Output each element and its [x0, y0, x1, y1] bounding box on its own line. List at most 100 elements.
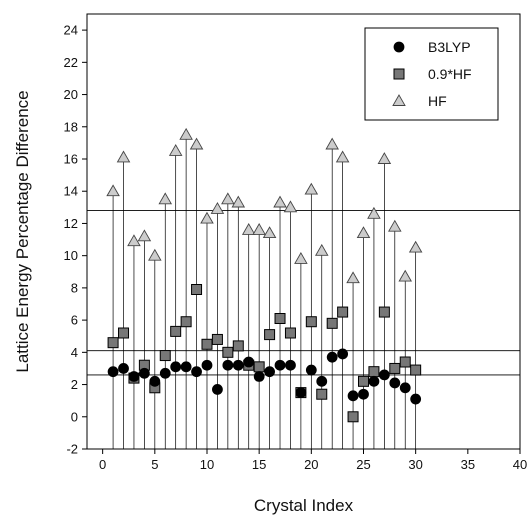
point-square: [410, 364, 422, 376]
point-triangle: [356, 226, 371, 239]
point-triangle: [262, 226, 277, 239]
point-circle: [285, 359, 296, 371]
x-tick-label: 40: [513, 457, 527, 472]
point-triangle: [314, 243, 329, 256]
legend-marker-triangle: [392, 94, 406, 106]
point-square: [326, 317, 338, 329]
y-tick-label: 4: [71, 345, 78, 360]
point-triangle: [179, 127, 193, 140]
point-triangle: [148, 248, 162, 261]
point-square: [389, 362, 401, 374]
x-tick-label: 35: [461, 457, 475, 472]
point-triangle: [398, 269, 413, 282]
legend-box: [364, 27, 499, 121]
point-circle: [149, 375, 161, 387]
point-triangle: [137, 229, 152, 242]
point-square: [107, 337, 119, 349]
point-circle: [399, 382, 411, 394]
point-circle: [128, 371, 140, 382]
point-square: [368, 366, 380, 378]
point-triangle: [273, 195, 287, 208]
point-square: [274, 313, 286, 324]
point-circle: [212, 383, 223, 395]
x-tick-label: 0: [99, 457, 106, 472]
point-circle: [368, 375, 380, 387]
point-square: [211, 333, 223, 345]
point-circle: [138, 367, 150, 379]
y-tick-label: -2: [66, 442, 78, 457]
point-triangle: [335, 150, 350, 163]
point-triangle: [367, 206, 381, 219]
point-triangle: [231, 195, 246, 208]
point-square: [357, 375, 369, 387]
y-tick-label: 10: [64, 248, 78, 263]
y-tick-label: 18: [64, 119, 78, 134]
y-tick-label: 16: [64, 152, 78, 167]
point-square: [118, 327, 130, 339]
points-layer: [106, 127, 423, 423]
point-circle: [201, 359, 213, 371]
plot-frame: [86, 13, 521, 450]
x-tick-label: 20: [304, 457, 318, 472]
point-circle: [389, 377, 401, 389]
point-circle: [305, 364, 317, 376]
point-square: [159, 350, 171, 362]
point-triangle: [168, 144, 183, 156]
y-tick-label: 14: [64, 184, 78, 199]
legend: B3LYP 0.9*HF HF: [364, 27, 499, 121]
point-triangle: [116, 150, 131, 163]
point-square: [305, 316, 317, 328]
x-tick-label: 25: [356, 457, 370, 472]
point-square: [232, 340, 244, 352]
y-tick-label: 0: [71, 409, 78, 424]
x-tick-label: 30: [408, 457, 422, 472]
y-tick-label: 6: [71, 313, 78, 328]
point-square: [284, 327, 296, 339]
point-triangle: [294, 251, 308, 264]
point-triangle: [106, 184, 120, 197]
point-triangle: [408, 240, 423, 253]
point-triangle: [189, 137, 204, 150]
point-circle: [191, 366, 202, 378]
point-triangle: [377, 152, 392, 164]
point-triangle: [325, 137, 339, 150]
y-tick-label: 20: [64, 87, 78, 102]
x-tick-label: 15: [252, 457, 266, 472]
point-triangle: [346, 271, 360, 284]
point-square: [347, 411, 359, 423]
point-square: [180, 316, 192, 328]
point-triangle: [241, 222, 256, 235]
legend-label: B3LYP: [428, 39, 471, 55]
point-circle: [253, 371, 265, 382]
point-square: [222, 346, 234, 358]
point-circle: [243, 356, 255, 368]
point-circle: [232, 359, 244, 371]
point-triangle: [210, 202, 225, 214]
point-circle: [170, 361, 182, 373]
point-circle: [347, 390, 359, 402]
y-tick-label: 22: [64, 55, 78, 70]
point-square: [264, 329, 276, 341]
point-circle: [326, 351, 338, 363]
point-circle: [180, 361, 192, 373]
point-triangle: [252, 222, 266, 235]
point-circle: [410, 393, 422, 405]
legend-marker-square: [393, 68, 405, 80]
y-axis-title: Lattice Energy Percentage Difference: [13, 90, 32, 372]
point-circle: [264, 366, 275, 378]
point-square: [191, 284, 203, 295]
point-triangle: [304, 182, 319, 195]
y-tick-label: 2: [71, 377, 78, 392]
x-axis: 0 5 10 15 20 25 30 35 40: [99, 449, 527, 472]
point-circle: [358, 388, 369, 400]
point-triangle: [200, 211, 214, 224]
x-tick-label: 5: [151, 457, 158, 472]
y-tick-label: 12: [64, 216, 78, 231]
y-tick-label: 8: [71, 280, 78, 295]
point-triangle: [127, 234, 141, 247]
point-square: [201, 338, 213, 350]
point-square: [253, 361, 265, 373]
y-tick-label: 24: [64, 23, 78, 38]
point-square: [316, 388, 328, 400]
